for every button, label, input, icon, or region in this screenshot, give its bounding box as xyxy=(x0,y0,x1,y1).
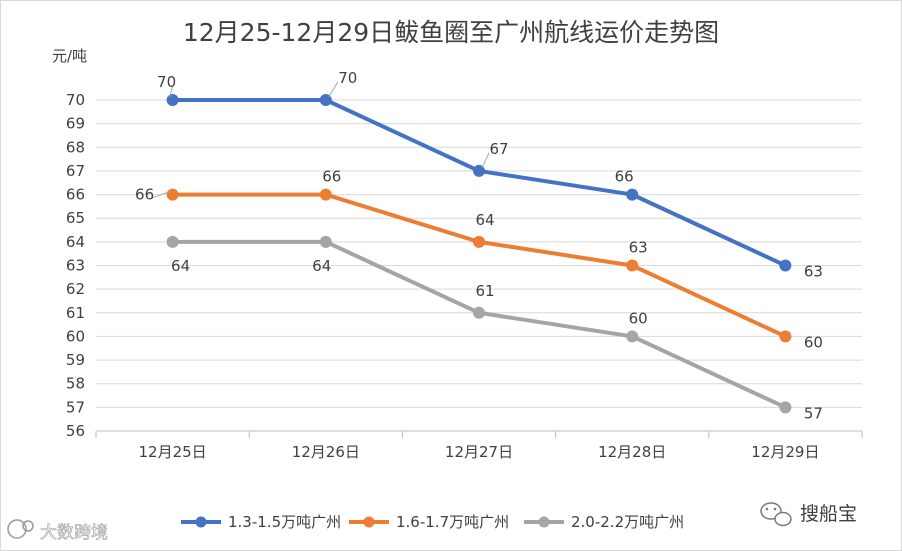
x-tick-label: 12月26日 xyxy=(292,443,360,461)
data-label: 57 xyxy=(804,404,823,422)
data-point xyxy=(319,94,332,106)
data-point xyxy=(166,188,179,201)
data-point xyxy=(779,401,792,414)
legend-swatch-marker xyxy=(538,516,550,528)
data-label: 66 xyxy=(615,168,634,186)
y-tick-label: 57 xyxy=(66,398,85,416)
y-tick-label: 60 xyxy=(66,327,85,345)
y-axis-unit: 元/吨 xyxy=(52,47,87,65)
y-tick-label: 70 xyxy=(66,91,85,109)
y-tick-label: 69 xyxy=(66,115,85,133)
data-point xyxy=(166,235,179,248)
data-label: 64 xyxy=(475,211,494,229)
y-tick-label: 67 xyxy=(66,162,85,180)
y-tick-label: 63 xyxy=(66,257,85,275)
data-point xyxy=(626,188,639,201)
y-tick-label: 61 xyxy=(66,304,85,322)
grid-layer xyxy=(96,99,862,408)
series-line xyxy=(170,239,788,410)
legend-label: 1.3-1.5万吨广州 xyxy=(228,513,341,531)
data-label: 60 xyxy=(804,333,823,351)
data-label: 70 xyxy=(157,73,176,91)
y-tick-label: 56 xyxy=(66,422,85,440)
y-tick-label: 68 xyxy=(66,138,85,156)
data-label: 64 xyxy=(171,257,190,275)
data-label: 61 xyxy=(475,282,494,300)
data-label: 63 xyxy=(629,239,648,257)
legend: 1.3-1.5万吨广州 1.6-1.7万吨广州 2.0-2.2万吨广州 xyxy=(181,513,684,531)
data-label: 60 xyxy=(629,309,648,327)
x-tick-label: 12月28日 xyxy=(598,443,666,461)
data-point xyxy=(473,306,485,319)
y-tick-label: 66 xyxy=(66,186,85,204)
y-tick-label: 59 xyxy=(66,351,85,369)
brand-name: 搜船宝 xyxy=(800,503,857,525)
data-point xyxy=(319,235,332,248)
data-label: 70 xyxy=(338,69,357,87)
data-point xyxy=(626,259,639,272)
legend-label: 1.6-1.7万吨广州 xyxy=(396,513,509,531)
label-leader-line xyxy=(328,81,339,98)
data-labels: 70 70 67 66 63 66 66 64 63 60 64 64 61 60 57 xyxy=(135,69,823,422)
legend-swatch-marker xyxy=(363,516,375,528)
legend-swatch-marker xyxy=(195,516,207,528)
label-leader-line xyxy=(481,152,490,169)
data-label: 66 xyxy=(135,186,154,204)
data-label: 67 xyxy=(489,140,508,158)
data-point xyxy=(779,259,792,272)
data-label: 66 xyxy=(322,168,341,186)
wechat-icon xyxy=(760,502,792,527)
x-tick-label: 12月27日 xyxy=(445,443,513,461)
data-label: 63 xyxy=(804,263,823,281)
x-tick-label: 12月25日 xyxy=(139,443,207,461)
series-layer xyxy=(166,94,792,414)
legend-label: 2.0-2.2万吨广州 xyxy=(571,513,684,531)
x-tick-label: 12月29日 xyxy=(751,443,819,461)
data-point xyxy=(626,330,639,343)
data-point xyxy=(319,188,332,201)
data-point xyxy=(166,94,179,106)
y-tick-label: 58 xyxy=(66,375,85,393)
chart-title: 12月25-12月29日鲅鱼圈至广州航线运价走势图 xyxy=(183,18,719,47)
watermark-text: 大数跨境 xyxy=(40,523,108,543)
axes: 56 57 58 59 60 61 62 63 64 65 66 67 68 69 70 12月25日 12月2… xyxy=(66,91,863,461)
y-tick-label: 62 xyxy=(66,280,85,298)
data-point xyxy=(473,164,485,177)
data-point xyxy=(779,330,792,343)
y-tick-label: 65 xyxy=(66,209,85,227)
y-tick-label: 64 xyxy=(66,233,85,251)
label-leader-line xyxy=(169,85,174,98)
watermark-logo xyxy=(7,519,34,539)
data-label: 64 xyxy=(312,257,331,275)
data-point xyxy=(473,235,485,248)
label-leader-line xyxy=(150,191,170,200)
